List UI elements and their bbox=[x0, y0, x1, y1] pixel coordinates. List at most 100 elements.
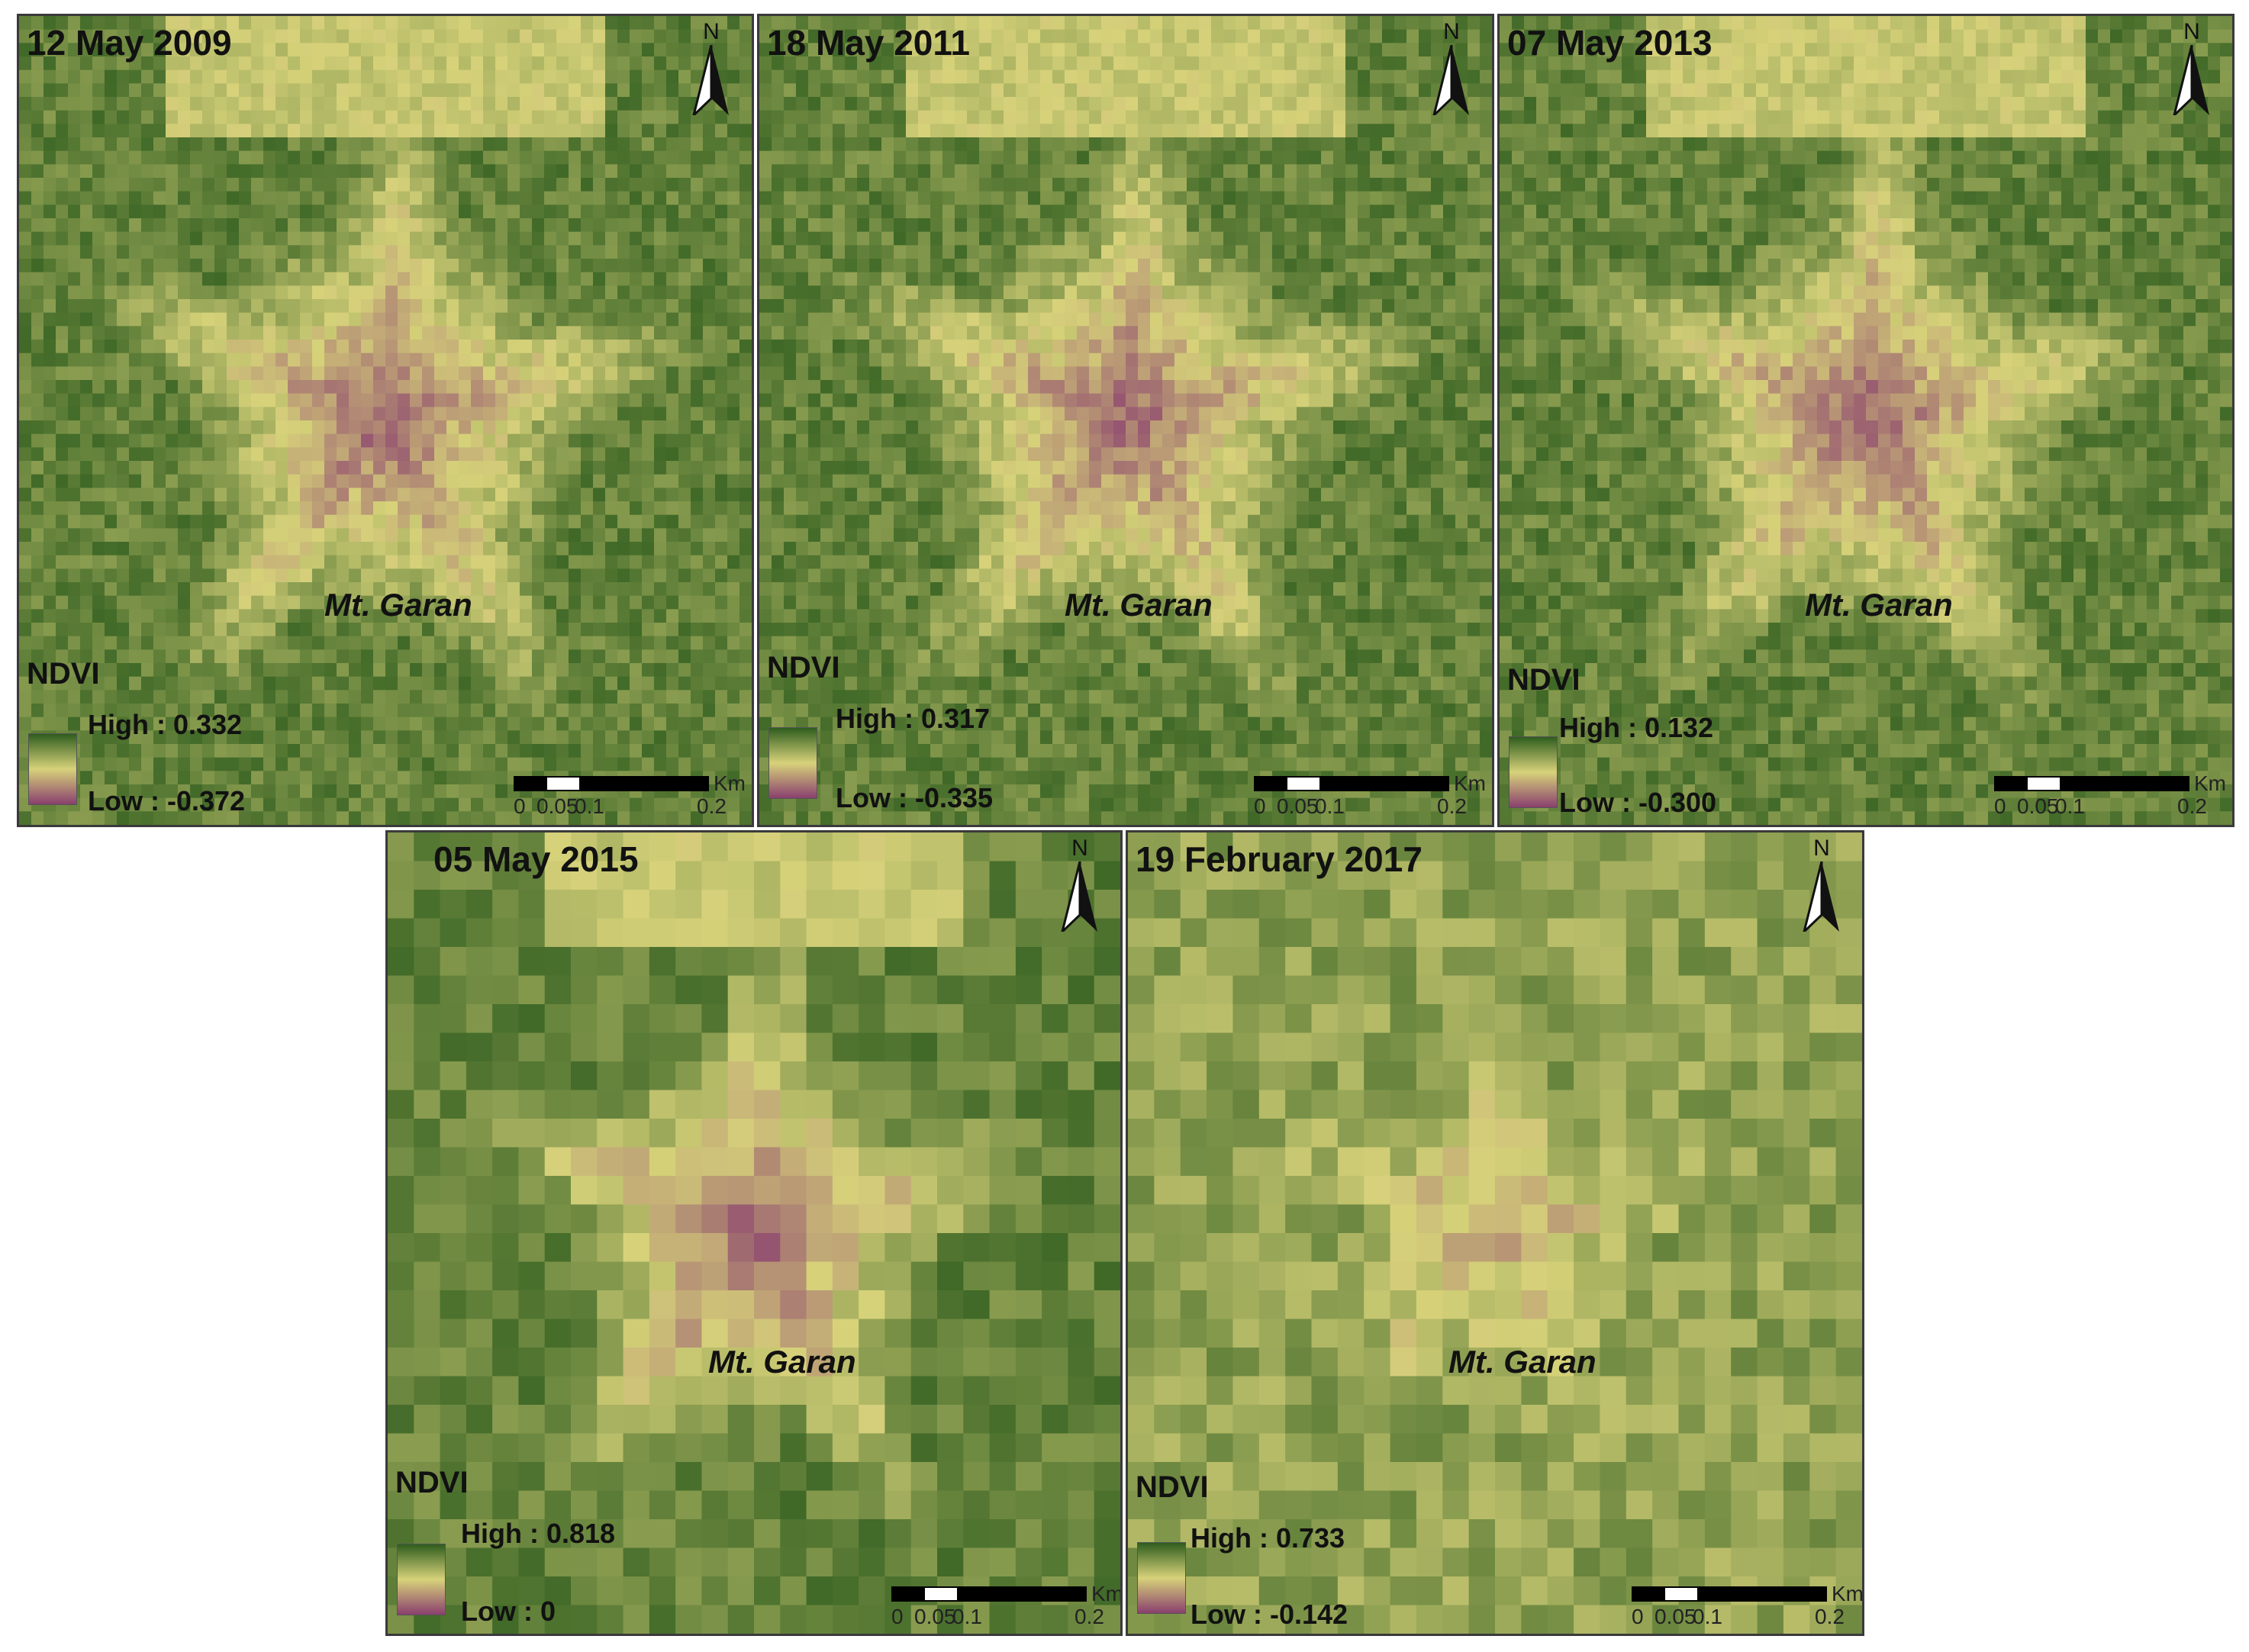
raster-cell bbox=[630, 299, 643, 314]
raster-cell bbox=[569, 609, 582, 623]
raster-cell bbox=[324, 595, 337, 610]
raster-cell bbox=[43, 542, 56, 556]
raster-cell bbox=[68, 16, 81, 31]
raster-cell bbox=[1174, 259, 1187, 273]
raster-cell bbox=[617, 191, 630, 205]
raster-cell bbox=[532, 285, 545, 300]
raster-cell bbox=[1333, 56, 1346, 71]
raster-cell bbox=[275, 97, 288, 111]
raster-cell bbox=[703, 393, 716, 407]
raster-cell bbox=[214, 811, 227, 825]
raster-cell bbox=[337, 150, 350, 165]
raster-cell bbox=[630, 797, 643, 812]
raster-cell bbox=[1419, 164, 1432, 179]
raster-cell bbox=[227, 97, 240, 111]
raster-cell bbox=[80, 488, 93, 502]
raster-cell bbox=[1345, 299, 1358, 314]
raster-cell bbox=[605, 380, 618, 394]
raster-cell bbox=[361, 420, 374, 435]
raster-cell bbox=[820, 218, 833, 233]
raster-cell bbox=[1260, 259, 1273, 273]
raster-cell bbox=[141, 340, 154, 354]
raster-cell bbox=[288, 353, 301, 367]
raster-cell bbox=[569, 528, 582, 543]
raster-cell bbox=[434, 595, 447, 610]
raster-cell bbox=[942, 137, 955, 152]
raster-cell bbox=[434, 528, 447, 543]
raster-cell bbox=[312, 299, 325, 314]
raster-cell bbox=[1419, 191, 1432, 205]
raster-cell bbox=[569, 340, 582, 354]
raster-cell bbox=[1138, 56, 1151, 71]
raster-cell bbox=[593, 744, 606, 758]
raster-cell bbox=[1419, 29, 1432, 43]
raster-cell bbox=[942, 16, 955, 31]
raster-cell bbox=[727, 420, 740, 435]
raster-cell bbox=[275, 380, 288, 394]
raster-cell bbox=[906, 150, 919, 165]
raster-cell bbox=[894, 56, 907, 71]
raster-cell bbox=[166, 704, 179, 718]
raster-cell bbox=[678, 29, 691, 43]
raster-cell bbox=[300, 797, 313, 812]
raster-cell bbox=[1443, 110, 1456, 124]
raster-cell bbox=[434, 744, 447, 758]
raster-cell bbox=[398, 245, 411, 259]
raster-cell bbox=[617, 366, 630, 381]
raster-cell bbox=[361, 29, 374, 43]
raster-cell bbox=[190, 757, 203, 771]
raster-cell bbox=[666, 555, 679, 569]
raster-cell bbox=[227, 137, 240, 152]
raster-cell bbox=[1101, 245, 1114, 259]
raster-cell bbox=[544, 609, 557, 623]
raster-cell bbox=[422, 595, 435, 610]
raster-cell bbox=[141, 609, 154, 623]
raster-cell bbox=[703, 730, 716, 745]
raster-cell bbox=[520, 83, 533, 98]
raster-cell bbox=[275, 272, 288, 286]
raster-cell bbox=[703, 797, 716, 812]
raster-cell bbox=[227, 83, 240, 98]
raster-cell bbox=[857, 16, 870, 31]
raster-cell bbox=[967, 29, 980, 43]
raster-cell bbox=[105, 137, 118, 152]
raster-cell bbox=[398, 757, 411, 771]
raster-cell bbox=[544, 623, 557, 637]
raster-cell bbox=[1333, 124, 1346, 138]
raster-cell bbox=[263, 636, 276, 650]
raster-cell bbox=[569, 97, 582, 111]
raster-cell bbox=[1162, 285, 1175, 300]
raster-cell bbox=[141, 488, 154, 502]
raster-cell bbox=[507, 690, 520, 704]
raster-cell bbox=[214, 218, 227, 233]
ndvi-raster bbox=[19, 16, 752, 825]
raster-cell bbox=[483, 204, 496, 219]
raster-cell bbox=[92, 150, 105, 165]
raster-cell bbox=[1468, 191, 1481, 205]
raster-cell bbox=[117, 555, 130, 569]
raster-cell bbox=[918, 16, 931, 31]
raster-cell bbox=[1309, 178, 1322, 192]
raster-cell bbox=[556, 164, 569, 179]
raster-cell bbox=[68, 690, 81, 704]
raster-cell bbox=[1150, 245, 1163, 259]
raster-cell bbox=[422, 340, 435, 354]
raster-cell bbox=[796, 178, 809, 192]
raster-cell bbox=[532, 43, 545, 57]
raster-cell bbox=[581, 488, 594, 502]
raster-cell bbox=[1065, 178, 1078, 192]
raster-cell bbox=[31, 285, 44, 300]
raster-cell bbox=[1113, 16, 1126, 31]
raster-cell bbox=[1284, 178, 1297, 192]
raster-cell bbox=[532, 83, 545, 98]
raster-cell bbox=[214, 649, 227, 664]
raster-cell bbox=[1309, 29, 1322, 43]
raster-cell bbox=[1126, 150, 1139, 165]
raster-cell bbox=[190, 312, 203, 327]
raster-cell bbox=[617, 353, 630, 367]
raster-cell bbox=[483, 757, 496, 771]
raster-cell bbox=[544, 447, 557, 462]
raster-cell bbox=[520, 353, 533, 367]
raster-cell bbox=[881, 204, 894, 219]
raster-cell bbox=[772, 150, 785, 165]
